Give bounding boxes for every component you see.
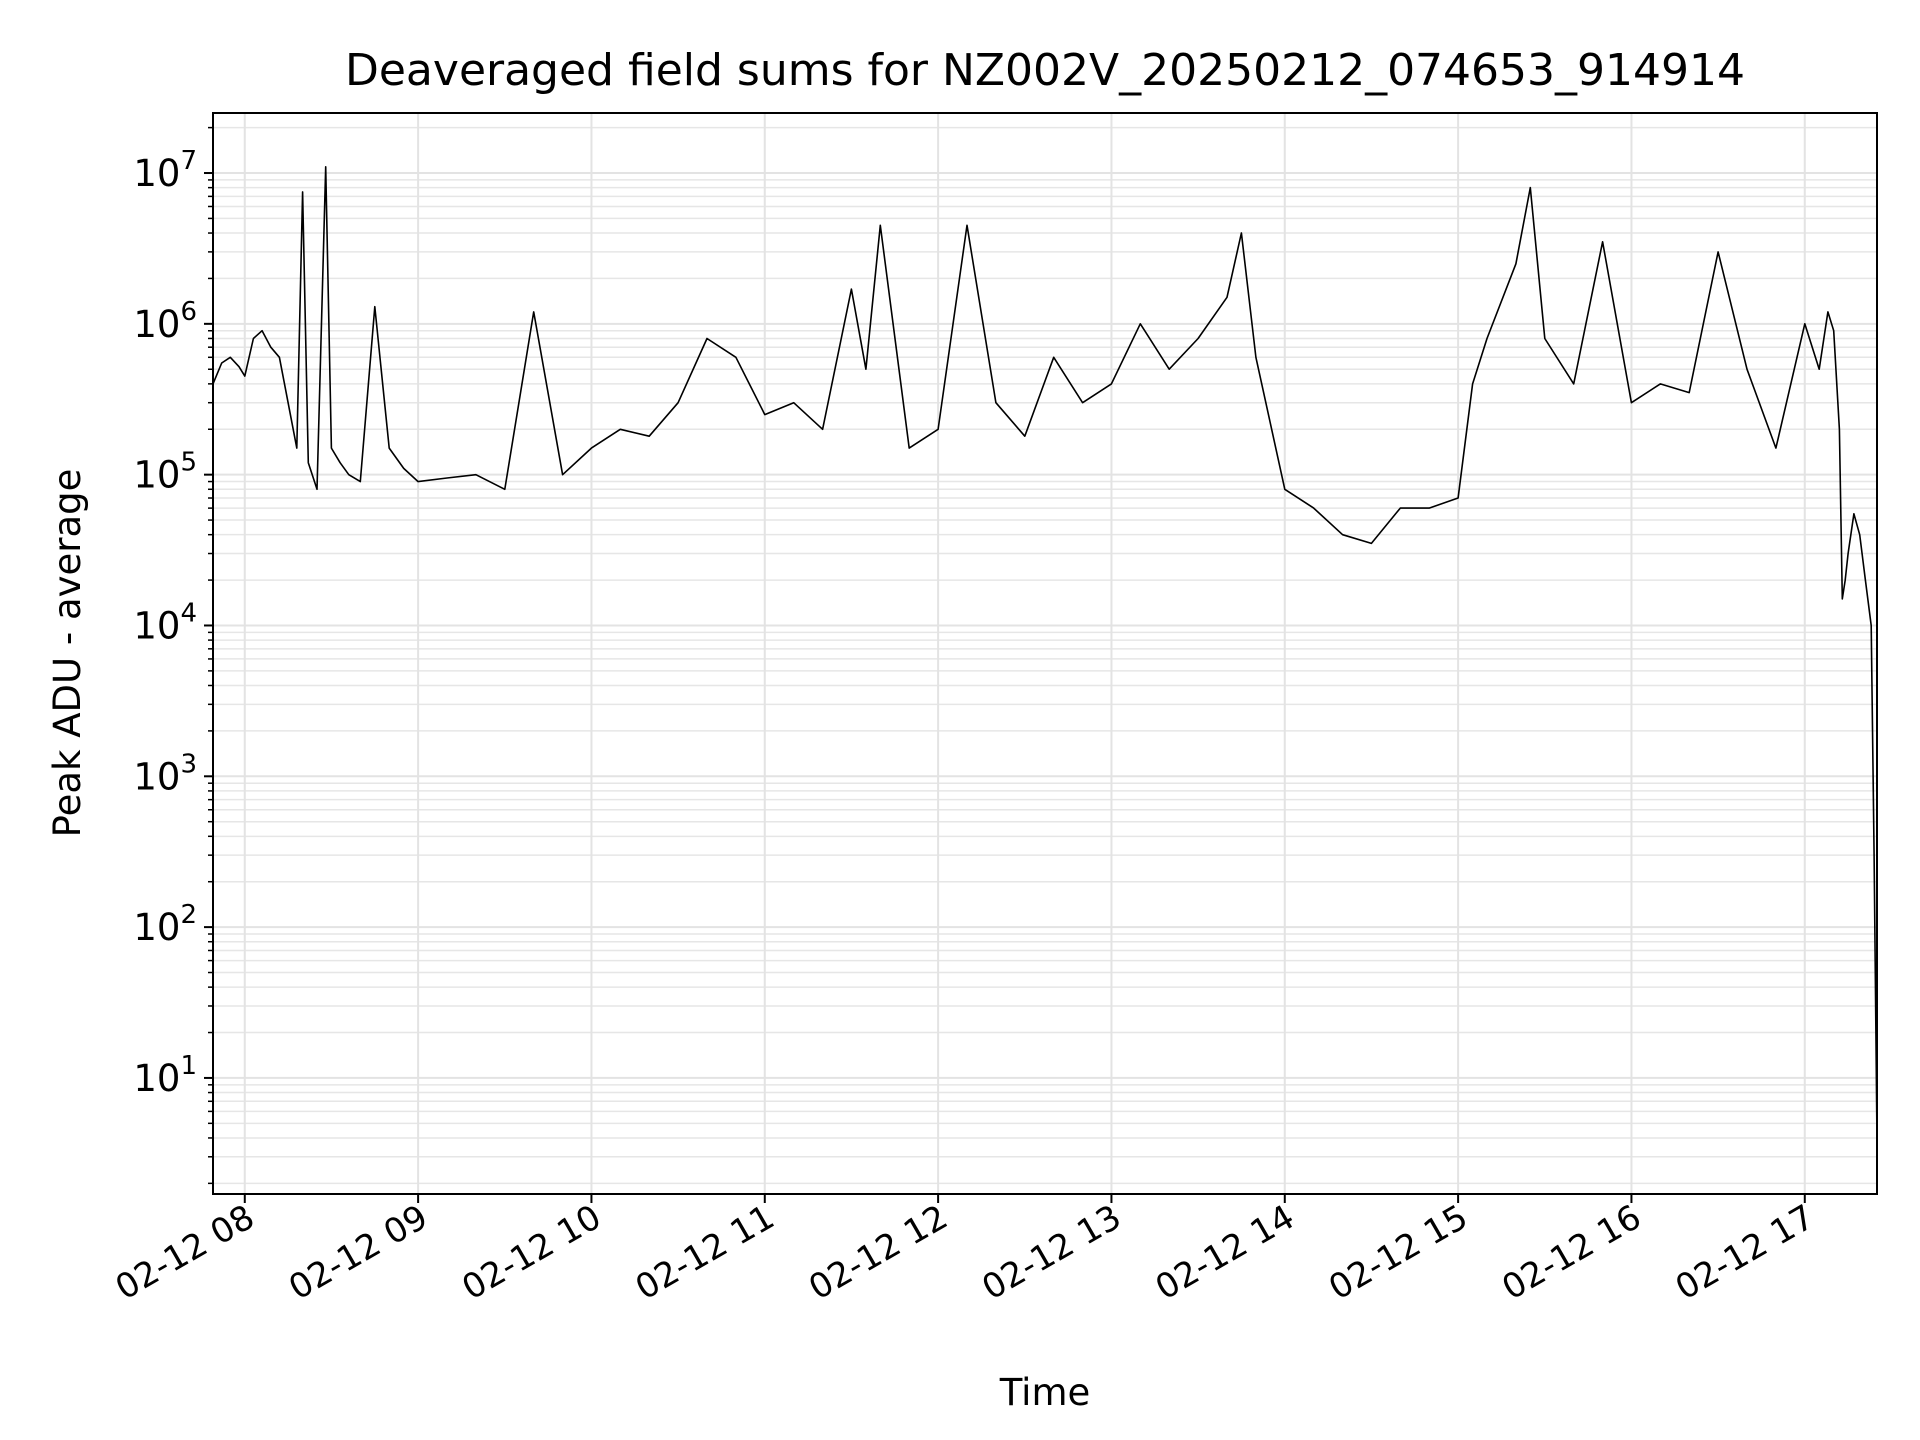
y-tick-label: 105 — [133, 448, 197, 497]
y-tick-label: 103 — [133, 749, 197, 798]
chart-title: Deaveraged field sums for NZ002V_2025021… — [345, 45, 1745, 96]
series-layer — [212, 166, 1878, 1142]
y-tick-label: 106 — [133, 297, 197, 346]
x-axis-label: Time — [999, 1371, 1091, 1414]
plot-frame — [212, 112, 1878, 1195]
series-line — [212, 166, 1878, 1142]
y-tick-label: 102 — [133, 900, 197, 949]
y-axis-label: Peak ADU - average — [46, 469, 89, 838]
y-tick-label: 101 — [133, 1051, 197, 1100]
plot-area — [213, 113, 1877, 1194]
y-tick-label: 104 — [133, 598, 197, 647]
grid — [213, 113, 1877, 1194]
y-tick-label: 107 — [133, 146, 197, 195]
